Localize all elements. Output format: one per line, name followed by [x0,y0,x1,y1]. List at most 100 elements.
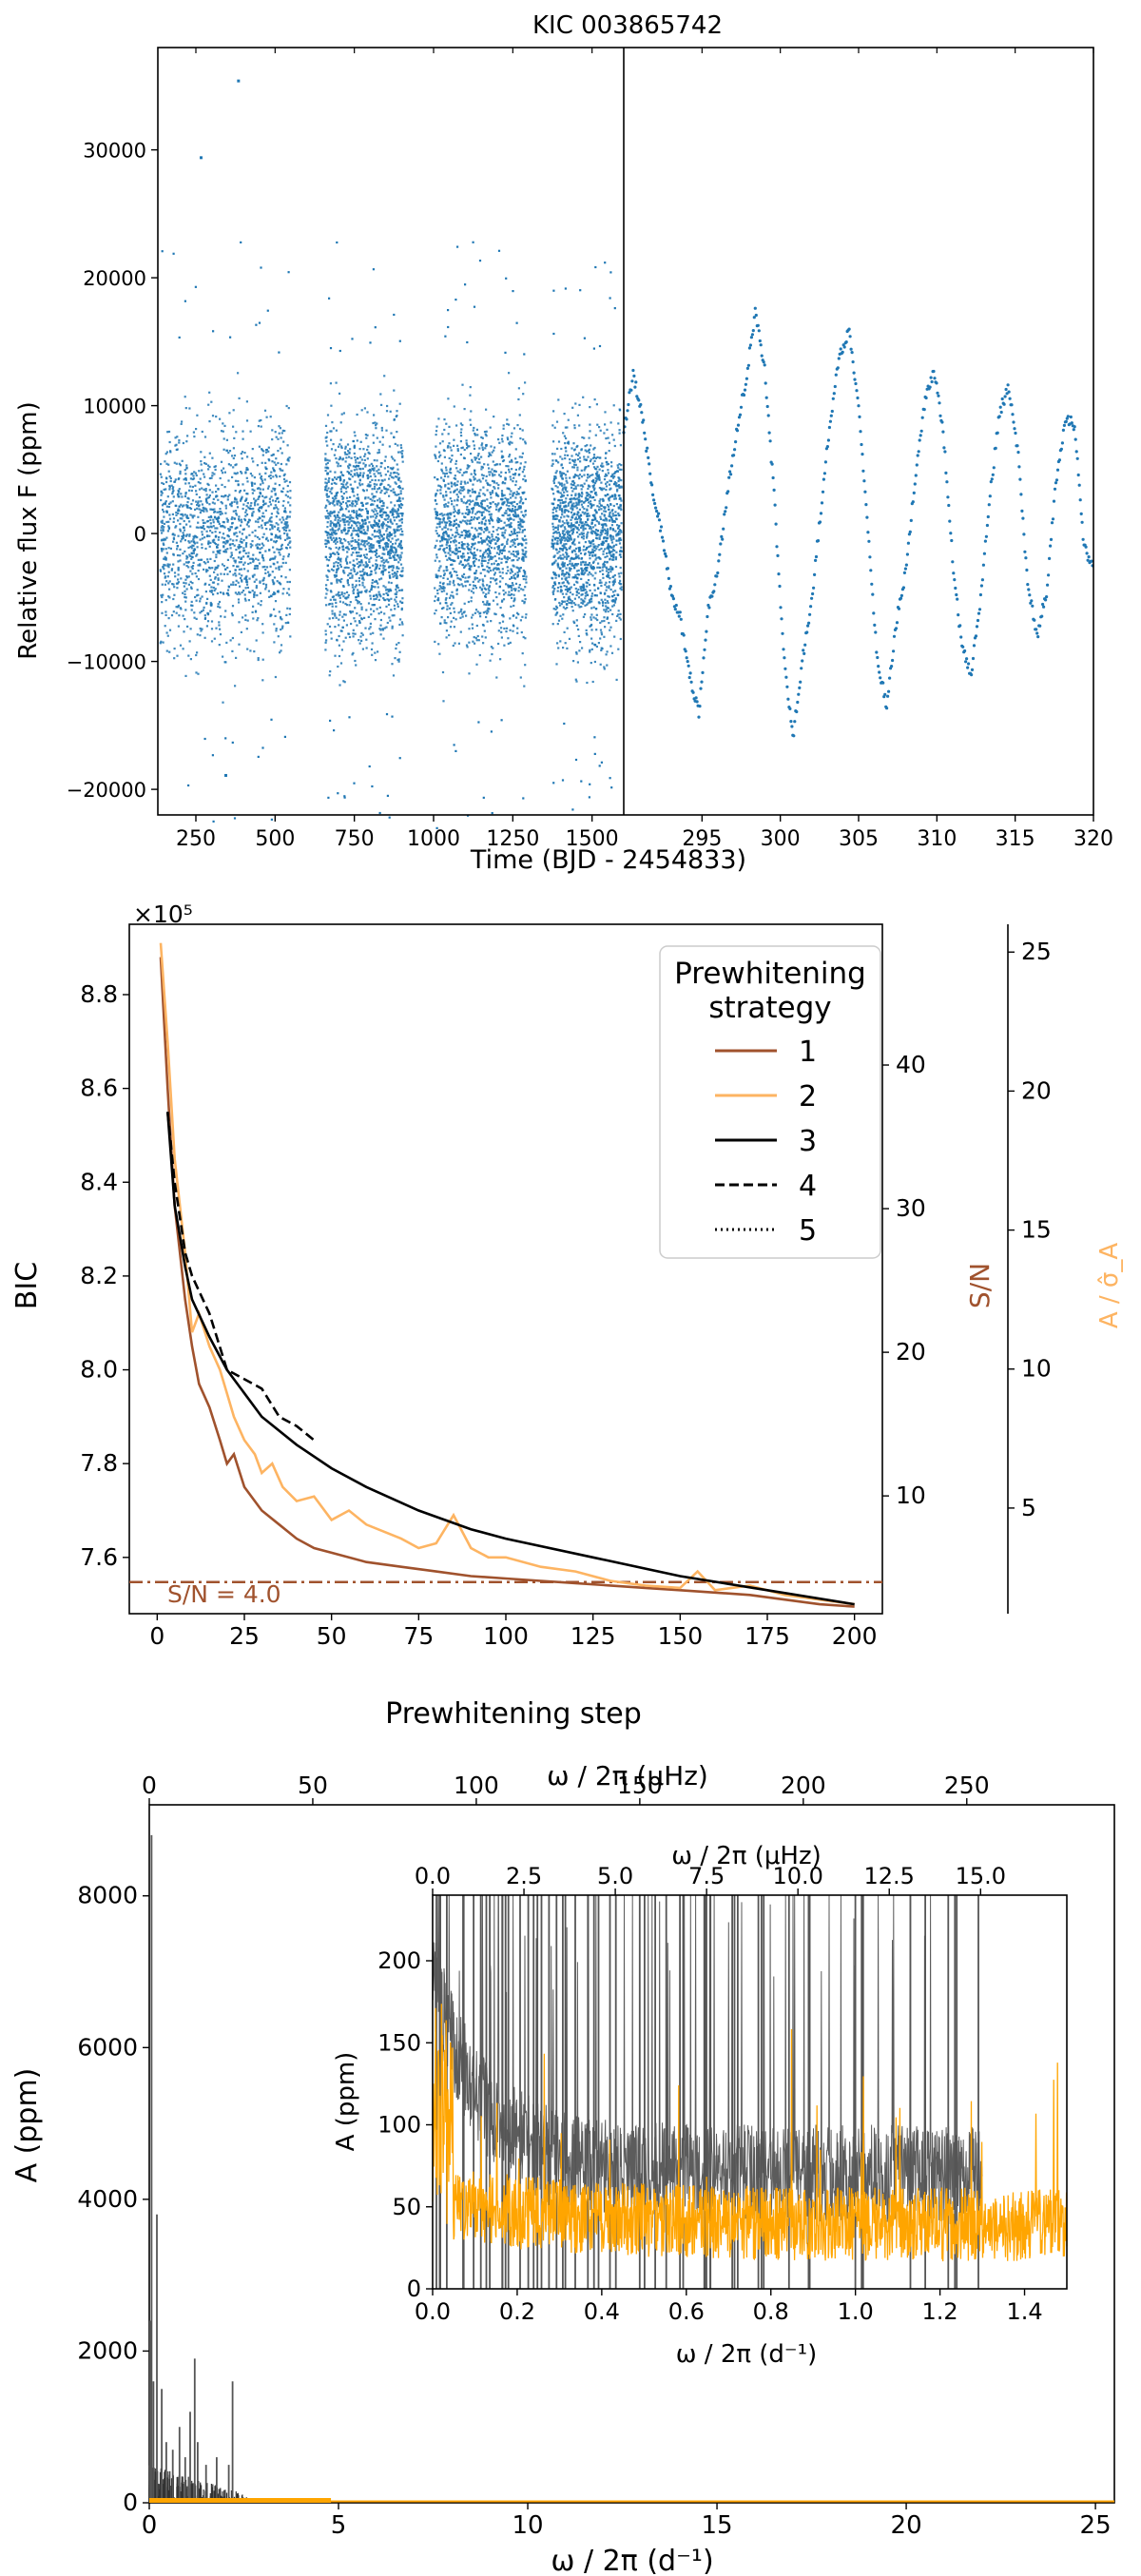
flux-point [377,612,380,615]
flux-point [570,523,573,527]
flux-point [396,574,398,578]
flux-point [491,479,494,482]
flux-point [595,548,598,551]
flux-point [194,571,197,575]
flux-point [387,520,390,524]
flux-point [467,445,470,448]
flux-point [245,513,249,516]
flux-point [463,408,466,411]
flux-point [217,578,220,581]
flux-point [566,535,569,538]
light-curve-y-axis-label: Relative flux F (ppm) [14,401,43,659]
flux-point [239,490,242,493]
flux-point [361,489,364,492]
flux-point [209,515,212,518]
flux-point [230,501,234,504]
flux-point [491,533,493,536]
flux-point [379,610,383,613]
flux-point [338,501,341,504]
flux-point [398,485,401,488]
flux-point [479,586,482,589]
flux-point [474,576,476,579]
flux-point [197,672,200,675]
flux-point [276,535,280,538]
flux-point [281,557,284,561]
flux-point [350,544,353,547]
flux-point [211,456,214,459]
flux-point [493,449,495,452]
flux-point [258,516,261,519]
flux-point [230,552,233,554]
flux-point [277,496,280,499]
flux-point [466,447,469,450]
flux-point [229,526,232,529]
flux-point [456,556,459,559]
flux-point [439,586,443,589]
flux-point [270,538,273,541]
flux-point [498,622,501,625]
flux-point [239,585,242,588]
flux-point [335,533,338,535]
flux-point [509,545,512,548]
flux-point [382,637,385,640]
flux-point [443,475,447,477]
flux-point [265,521,268,524]
flux-point [507,642,510,645]
flux-point [566,426,569,429]
flux-point [488,507,491,510]
flux-point [481,517,484,520]
flux-point [335,497,338,500]
flux-point [249,504,252,507]
flux-point [512,588,515,591]
flux-point [354,539,357,542]
flux-point [328,513,331,516]
flux-point [519,528,522,531]
flux-point [226,572,229,575]
flux-point [255,587,258,590]
flux-point [516,558,519,562]
flux-point [484,595,487,598]
flux-point [499,475,502,478]
flux-point [289,511,292,513]
flux-point [348,500,351,503]
flux-point [445,538,449,541]
flux-point [337,462,339,465]
flux-point [168,513,171,516]
flux-point [589,502,591,506]
flux-point [520,525,523,528]
flux-point [506,498,509,501]
flux-point [179,644,183,647]
flux-point [442,494,445,497]
flux-point [201,543,203,546]
flux-point [451,591,454,593]
flux-point [442,550,446,552]
flux-point [488,467,491,470]
flux-point [480,540,483,543]
flux-point [395,595,397,598]
flux-point [384,512,388,514]
flux-point [355,500,358,503]
flux-point [352,502,355,506]
flux-point [593,513,596,516]
flux-point [494,567,497,570]
flux-point [327,539,330,542]
flux-point [251,540,254,543]
flux-point [383,552,386,555]
flux-point [330,631,333,634]
flux-point [357,494,359,496]
flux-point [173,571,177,574]
flux-point [234,496,237,499]
flux-point [361,581,364,584]
flux-point [554,485,557,488]
flux-point [447,552,450,554]
flux-point [183,581,185,584]
flux-point [470,600,473,603]
flux-point [507,508,510,511]
flux-point [511,539,514,542]
flux-point [179,530,182,533]
flux-point [175,448,178,452]
flux-point [393,604,396,607]
flux-point [464,482,467,485]
flux-spike [231,741,234,744]
flux-point [441,528,444,531]
